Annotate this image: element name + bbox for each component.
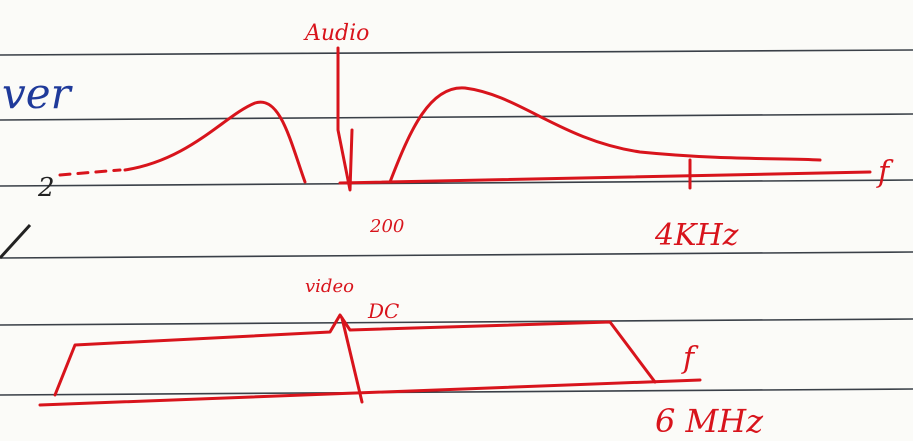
video-band: [55, 315, 655, 395]
top-spectrum: Audio f 200 4KHz: [60, 21, 894, 253]
dc-label: DC: [367, 299, 399, 323]
axis-label: f: [681, 341, 699, 376]
exponent: 2: [37, 173, 55, 203]
video-label: video: [305, 276, 354, 297]
dashed-start: [60, 170, 120, 175]
rule-line: [0, 114, 913, 120]
tick-label: 200: [369, 216, 404, 237]
tick-label: 4KHz: [654, 218, 739, 253]
audio-spike: [338, 48, 352, 190]
tick-label: 6 MHz: [655, 402, 764, 440]
page: ver 2 Audio f 200 4KHz video DC f 6 MHz …: [0, 0, 913, 441]
axis-label: f: [876, 155, 894, 190]
notebook-sketch: ver 2 Audio f 200 4KHz video DC f 6 MHz: [0, 0, 913, 441]
lower-sideband: [125, 102, 305, 182]
rule-line: [0, 252, 913, 258]
upper-sideband: [390, 88, 820, 182]
bottom-spectrum: video DC f 6 MHz: [40, 276, 764, 440]
rule-line: [0, 50, 913, 55]
rule-line: [0, 319, 913, 325]
bracket: [0, 225, 30, 258]
audio-label: Audio: [303, 21, 369, 46]
left-word: ver: [2, 69, 74, 118]
f-axis: [40, 380, 700, 405]
